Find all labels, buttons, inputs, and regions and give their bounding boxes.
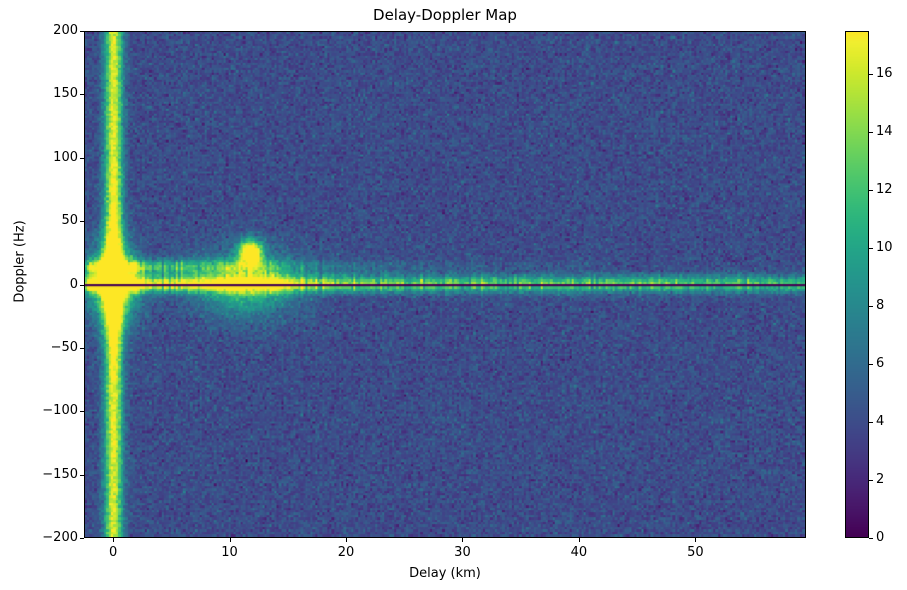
y-tick-label: −100 bbox=[42, 403, 78, 419]
x-tick-label: 30 bbox=[454, 545, 471, 560]
colorbar-tick-label: 4 bbox=[876, 414, 885, 430]
colorbar-tick-mark bbox=[869, 74, 873, 76]
colorbar-tick-label: 8 bbox=[876, 298, 885, 314]
y-tick-label: 50 bbox=[61, 213, 78, 229]
colorbar-tick-mark bbox=[869, 190, 873, 192]
x-tick-label: 0 bbox=[108, 545, 118, 560]
x-axis-label: Delay (km) bbox=[409, 566, 481, 581]
colorbar-tick-label: 10 bbox=[876, 240, 893, 256]
colorbar-tick-label: 14 bbox=[876, 124, 893, 140]
delay-doppler-heatmap bbox=[85, 32, 805, 537]
y-tick-label: 0 bbox=[69, 276, 78, 292]
colorbar-tick-mark bbox=[869, 306, 873, 308]
colorbar-tick-label: 6 bbox=[876, 356, 885, 372]
x-tick-label: 20 bbox=[337, 545, 355, 560]
y-tick-mark bbox=[80, 284, 84, 286]
page-title: Delay-Doppler Map bbox=[373, 6, 517, 24]
y-tick-mark bbox=[80, 538, 84, 539]
y-tick-mark bbox=[80, 474, 84, 476]
y-tick-mark bbox=[80, 411, 84, 413]
x-tick-mark bbox=[113, 538, 115, 542]
x-tick-label: 40 bbox=[570, 545, 588, 560]
colorbar-tick-mark bbox=[869, 538, 873, 539]
y-axis-label: Doppler (Hz) bbox=[12, 220, 28, 303]
y-tick-label: −50 bbox=[50, 339, 78, 355]
y-tick-label: −200 bbox=[42, 530, 78, 545]
colorbar-tick-mark bbox=[869, 422, 873, 424]
x-tick-mark bbox=[462, 538, 464, 542]
y-tick-label: −150 bbox=[42, 466, 78, 482]
y-tick-mark bbox=[80, 31, 84, 32]
x-tick-mark bbox=[695, 538, 697, 542]
y-tick-label: 200 bbox=[53, 23, 78, 38]
heatmap-axes bbox=[84, 31, 806, 538]
x-tick-label: 10 bbox=[221, 545, 238, 560]
y-tick-mark bbox=[80, 347, 84, 349]
colorbar-tick-label: 12 bbox=[876, 182, 893, 198]
colorbar-tick-mark bbox=[869, 480, 873, 482]
colorbar-tick-label: 2 bbox=[876, 472, 885, 488]
x-tick-mark bbox=[346, 538, 348, 542]
y-tick-label: 150 bbox=[53, 86, 78, 102]
colorbar-gradient bbox=[846, 32, 868, 537]
y-tick-mark bbox=[80, 157, 84, 159]
x-tick-mark bbox=[229, 538, 231, 542]
y-tick-label: 100 bbox=[53, 149, 78, 165]
y-tick-mark bbox=[80, 94, 84, 96]
x-tick-mark bbox=[578, 538, 580, 542]
colorbar-tick-mark bbox=[869, 248, 873, 250]
colorbar-tick-label: 0 bbox=[876, 530, 885, 545]
x-tick-label: 50 bbox=[687, 545, 704, 560]
y-tick-mark bbox=[80, 221, 84, 223]
colorbar-tick-mark bbox=[869, 364, 873, 366]
colorbar bbox=[845, 31, 869, 538]
colorbar-tick-mark bbox=[869, 132, 873, 134]
colorbar-tick-label: 16 bbox=[876, 66, 893, 82]
